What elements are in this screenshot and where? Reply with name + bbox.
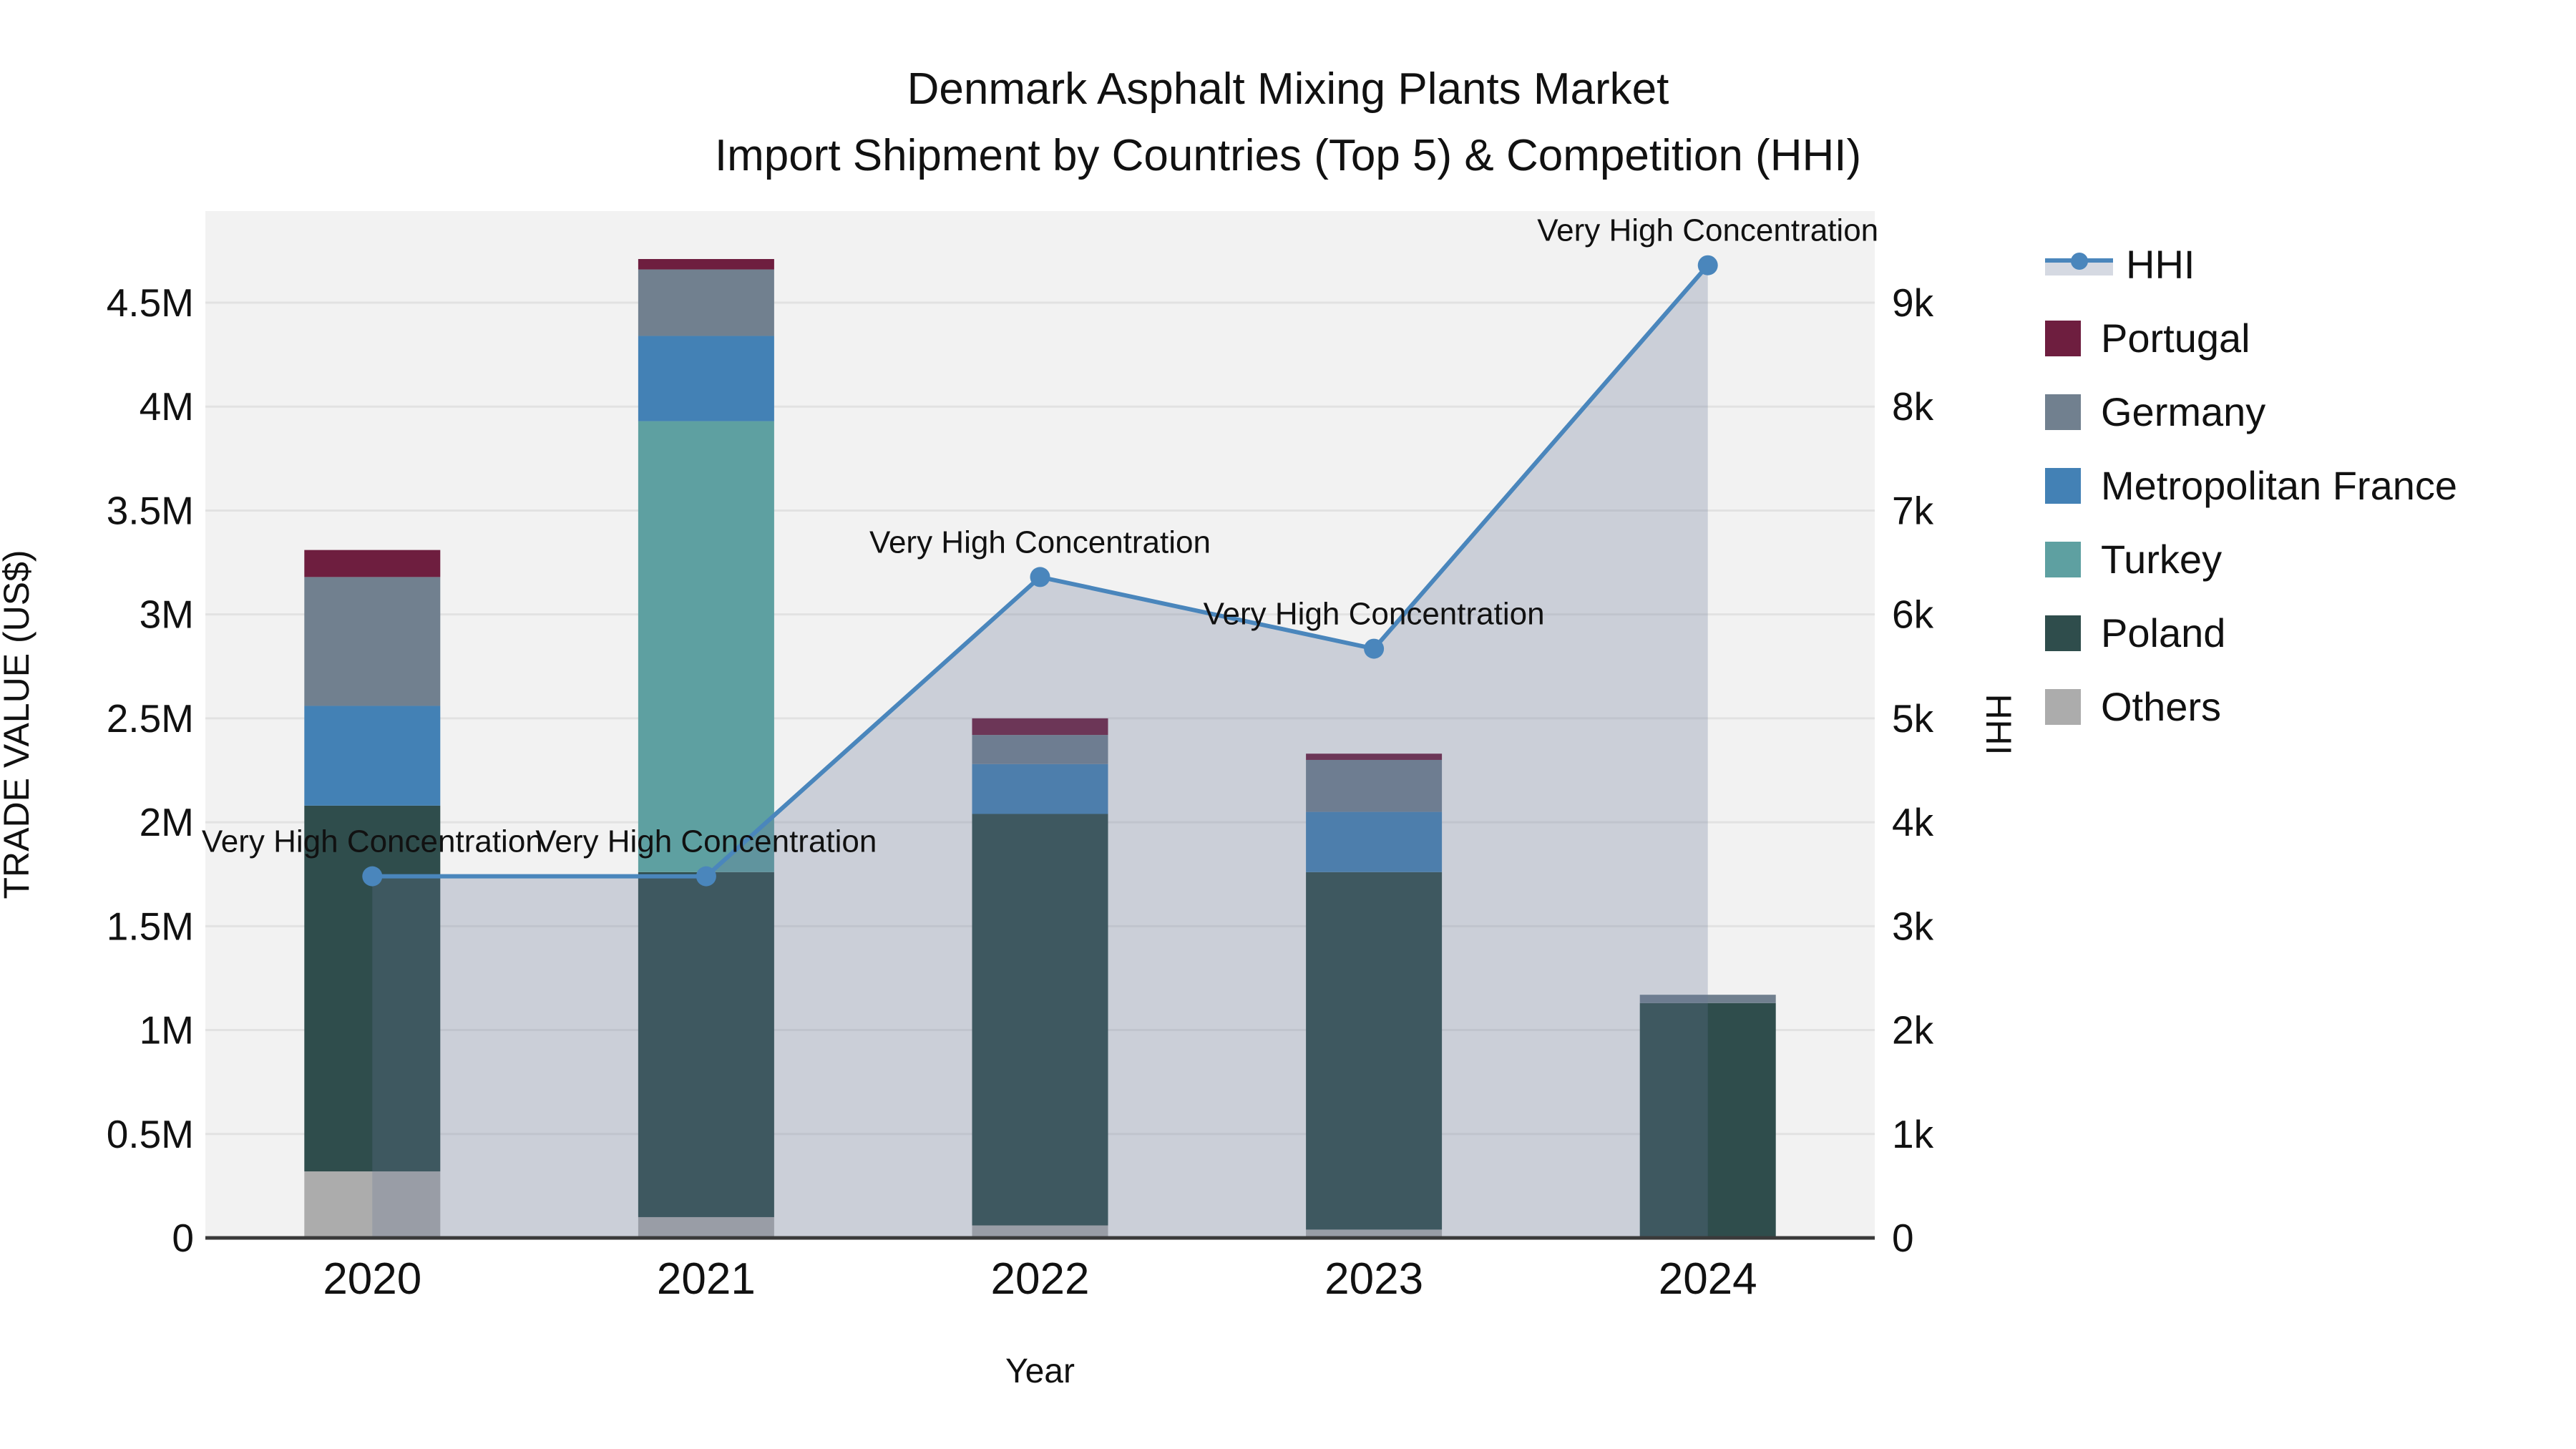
annotation-2022: Very High Concentration	[869, 525, 1211, 560]
y-right-tick-label: 4k	[1892, 800, 1934, 844]
annotation-2023: Very High Concentration	[1204, 597, 1545, 632]
hhi-area-fill	[372, 265, 1708, 1239]
bar-segment-2022-others[interactable]	[972, 1225, 1108, 1238]
chart-title-line1: Denmark Asphalt Mixing Plants Market	[907, 64, 1669, 114]
x-tick-label-2024: 2024	[1659, 1254, 1757, 1304]
hhi-marker-2020[interactable]	[362, 866, 383, 887]
bar-segment-2021-germany[interactable]	[638, 269, 774, 336]
legend-item-turkey[interactable]: Turkey	[2045, 522, 2457, 596]
legend-item-label: Germany	[2101, 389, 2266, 434]
legend: HHI Portugal Germany Metropolitan France Tur…	[2045, 228, 2457, 743]
legend-item-label: Metropolitan France	[2101, 463, 2458, 508]
bar-segment-2023-metropolitan-france[interactable]	[1306, 811, 1443, 872]
annotation-2021: Very High Concentration	[535, 824, 877, 859]
annotation-2020: Very High Concentration	[202, 824, 543, 859]
bar-segment-2022-metropolitan-france[interactable]	[972, 763, 1108, 814]
bar-segment-2020-metropolitan-france[interactable]	[304, 706, 441, 806]
legend-item-label: HHI	[2126, 242, 2195, 287]
legend-item-label: Poland	[2101, 610, 2226, 655]
bar-segment-2023-portugal[interactable]	[1306, 753, 1443, 760]
legend-item-hhi[interactable]: HHI	[2045, 228, 2457, 301]
bar-segment-2021-portugal[interactable]	[638, 259, 774, 270]
x-tick-label-2023: 2023	[1324, 1254, 1423, 1304]
legend-item-label: Turkey	[2101, 537, 2223, 582]
x-tick-label-2021: 2021	[657, 1254, 756, 1304]
bar-segment-2023-others[interactable]	[1306, 1229, 1443, 1238]
legend-item-germany[interactable]: Germany	[2045, 375, 2457, 449]
legend-item-poland[interactable]: Poland	[2045, 596, 2457, 670]
bar-segment-2022-portugal[interactable]	[972, 718, 1108, 736]
y-left-tick-label: 0	[172, 1216, 194, 1260]
bar-segment-2024-poland[interactable]	[1639, 1002, 1776, 1238]
bar-segment-2021-poland[interactable]	[638, 872, 774, 1217]
chart-title: Denmark Asphalt Mixing Plants Market Imp…	[0, 56, 2576, 189]
bar-segment-2023-germany[interactable]	[1306, 759, 1443, 812]
legend-swatch-icon	[2045, 688, 2081, 725]
bar-segment-2021-metropolitan-france[interactable]	[638, 336, 774, 421]
y-right-axis-title: HHI	[1979, 693, 2019, 755]
y-right-tick-label: 6k	[1892, 592, 1934, 637]
hhi-line-legend-icon	[2045, 252, 2113, 275]
hhi-marker-2024[interactable]	[1697, 255, 1718, 275]
y-left-tick-label: 3M	[140, 592, 194, 637]
bar-segment-2021-others[interactable]	[638, 1216, 774, 1238]
bar-segment-2020-germany[interactable]	[304, 577, 441, 706]
y-right-tick-label: 1k	[1892, 1112, 1934, 1156]
chart-title-line2: Import Shipment by Countries (Top 5) & C…	[714, 131, 1862, 180]
legend-item-portugal[interactable]: Portugal	[2045, 301, 2457, 375]
y-left-tick-label: 2.5M	[107, 696, 194, 741]
bar-segment-2023-poland[interactable]	[1306, 872, 1443, 1230]
y-left-tick-label: 4M	[140, 384, 194, 429]
y-left-tick-label: 1M	[140, 1008, 194, 1053]
legend-item-metropolitan-france[interactable]: Metropolitan France	[2045, 449, 2457, 522]
legend-item-label: Portugal	[2101, 316, 2250, 361]
y-left-tick-label: 1.5M	[107, 904, 194, 948]
y-left-tick-label: 2M	[140, 800, 194, 844]
y-left-tick-label: 0.5M	[107, 1112, 194, 1156]
bar-segment-2020-others[interactable]	[304, 1171, 441, 1238]
y-left-axis-title: TRADE VALUE (US$)	[0, 550, 36, 899]
x-tick-label-2022: 2022	[991, 1254, 1090, 1304]
y-right-tick-label: 5k	[1892, 696, 1934, 741]
legend-swatch-icon	[2045, 320, 2081, 356]
bar-segment-2024-germany[interactable]	[1639, 995, 1776, 1003]
hhi-marker-2021[interactable]	[696, 866, 716, 887]
y-right-tick-label: 7k	[1892, 488, 1934, 532]
x-tick-label-2020: 2020	[323, 1254, 421, 1304]
legend-swatch-icon	[2045, 541, 2081, 577]
y-right-tick-label: 0	[1892, 1216, 1914, 1260]
hhi-marker-2023[interactable]	[1364, 638, 1385, 659]
y-right-tick-label: 2k	[1892, 1008, 1934, 1053]
y-left-tick-label: 4.5M	[107, 280, 194, 325]
legend-swatch-icon	[2045, 394, 2081, 430]
legend-item-others[interactable]: Others	[2045, 670, 2457, 743]
legend-swatch-icon	[2045, 467, 2081, 504]
legend-swatch-icon	[2045, 615, 2081, 651]
legend-item-label: Others	[2101, 684, 2222, 729]
x-axis-title: Year	[1005, 1352, 1075, 1390]
bar-segment-2022-poland[interactable]	[972, 814, 1108, 1226]
y-right-tick-label: 8k	[1892, 384, 1934, 429]
y-right-tick-label: 9k	[1892, 280, 1934, 325]
bar-segment-2021-turkey[interactable]	[638, 421, 774, 872]
hhi-marker-2022[interactable]	[1030, 567, 1050, 587]
bar-segment-2020-portugal[interactable]	[304, 550, 441, 577]
bar-segment-2022-germany[interactable]	[972, 735, 1108, 764]
y-left-tick-label: 3.5M	[107, 488, 194, 532]
y-right-tick-label: 3k	[1892, 904, 1934, 948]
annotation-2024: Very High Concentration	[1537, 213, 1878, 248]
